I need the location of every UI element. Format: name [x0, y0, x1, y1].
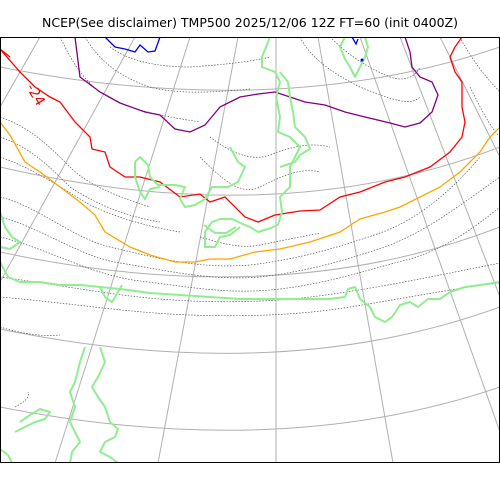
- coastline-southwest-island: [69, 346, 86, 463]
- isotherm-orange: [0, 121, 500, 263]
- coastline-southwest-island-b: [91, 346, 119, 463]
- minor-isotherms: [0, 37, 500, 408]
- latitude-line: [0, 46, 500, 91]
- coastline-west-edge: [0, 211, 21, 250]
- coastline-island-north: [339, 37, 369, 78]
- small-islands: [360, 58, 364, 62]
- isotherm-blue: [104, 37, 161, 53]
- latitude-line: [0, 226, 500, 278]
- isotherm-red: [0, 37, 466, 223]
- temperature-map: -24: [0, 37, 500, 463]
- longitude-line: [54, 37, 191, 463]
- coastline-far-west: [0, 448, 13, 463]
- longitude-line: [359, 37, 500, 433]
- coastline-west-lower: [99, 284, 123, 303]
- isotherm-red-label-segment: [0, 48, 11, 58]
- map-panel: -24: [0, 37, 500, 463]
- coastlines: [0, 37, 500, 463]
- longitude-line: [157, 37, 239, 463]
- isotherm-blue-east: [351, 37, 359, 46]
- major-isotherms: [0, 37, 500, 263]
- longitude-line: [399, 37, 500, 298]
- contour-label: -24: [23, 81, 48, 109]
- coastline-west-arc: [0, 261, 500, 323]
- coastline-lake: [203, 224, 237, 234]
- longitude-line: [0, 37, 136, 283]
- coastline-gulf: [134, 146, 246, 208]
- isotherm-purple: [74, 37, 439, 133]
- coastline-southwest-bits: [14, 408, 51, 433]
- coastline-peninsula: [279, 71, 311, 168]
- coastline-east-continent: [204, 37, 301, 248]
- longitude-line: [439, 37, 500, 158]
- latitude-line: [0, 306, 500, 354]
- map-title: NCEP(See disclaimer) TMP500 2025/12/06 1…: [41, 15, 458, 30]
- longitude-line: [317, 37, 394, 463]
- latitude-line: [0, 386, 500, 431]
- latitude-line: [0, 146, 500, 196]
- graticule: [0, 37, 500, 463]
